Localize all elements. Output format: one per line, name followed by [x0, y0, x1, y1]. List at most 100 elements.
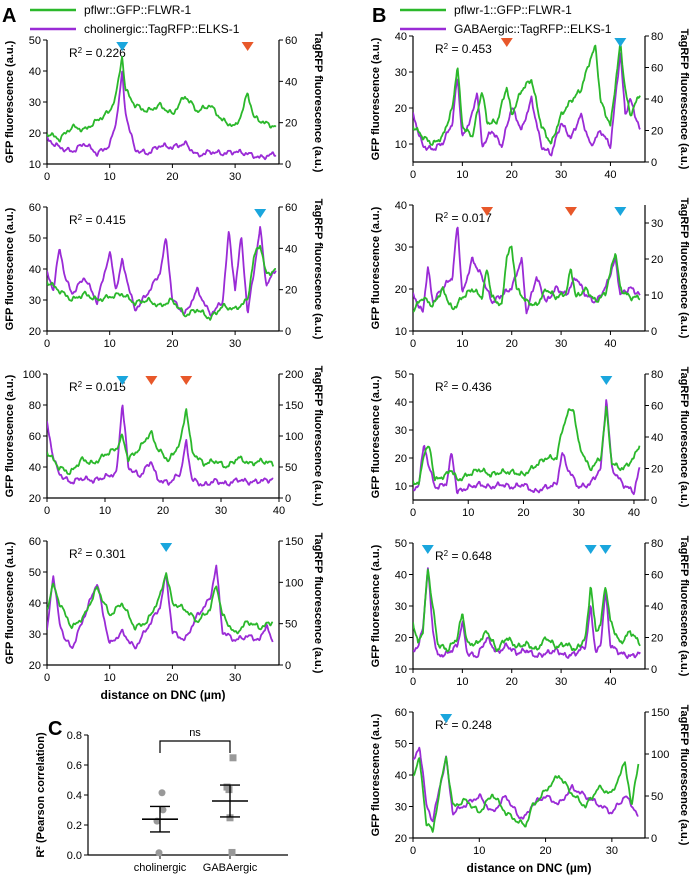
a2-x-tick-label: 30 [229, 338, 241, 350]
a3-x-tick-label: 0 [44, 505, 50, 517]
legend-b-gfp-label: pflwr-1::GFP::FLWR-1 [454, 3, 572, 17]
a1-x-tick-label: 20 [166, 171, 178, 183]
a1-yr-tick-label: 40 [285, 76, 297, 88]
a1-yl-tick-label: 30 [29, 97, 41, 109]
a2-x-tick-label: 10 [104, 338, 116, 350]
b2-yl-tick-label: 30 [395, 242, 407, 254]
a2-ylabel-right: TagRFP fluorescence (a.u.) [312, 199, 324, 340]
a3-yl-tick-label: 100 [23, 369, 41, 381]
b4-rfp-line [413, 567, 641, 660]
a4-x-tick-label: 0 [44, 672, 50, 684]
c-dot-GABAergic [225, 786, 233, 794]
b2-yl-tick-label: 10 [395, 326, 407, 338]
b5-yl-tick-label: 50 [395, 739, 407, 751]
b3-yl-tick-label: 30 [395, 425, 407, 437]
c-ylabel: R² (Pearson correlation) [35, 732, 47, 858]
c-y-tick-label: 0.2 [67, 820, 82, 832]
a2-yl-tick-label: 40 [29, 264, 41, 276]
c-x-tick-label: cholinergic [134, 862, 187, 874]
a2-ylabel-left: GFP fluorescence (a.u.) [4, 207, 16, 330]
a4-yr-tick-label: 50 [285, 619, 297, 631]
b1-x-tick-label: 30 [555, 169, 567, 181]
a2-yl-tick-label: 60 [29, 202, 41, 214]
b5-yr-tick-label: 150 [651, 707, 669, 719]
panel-label-a: A [2, 5, 16, 27]
a2-x-tick-label: 0 [44, 338, 50, 350]
b4-yr-tick-label: 80 [651, 538, 663, 550]
a1-r2-label: R2 = 0.226 [69, 46, 126, 61]
b1-x-tick-label: 10 [456, 169, 468, 181]
a2-yr-tick-label: 60 [285, 202, 297, 214]
b4-yr-tick-label: 20 [651, 633, 663, 645]
b4-marker-blue [599, 545, 612, 554]
b4-ylabel-left: GFP fluorescence (a.u.) [370, 544, 382, 667]
a3-ylabel-right: TagRFP fluorescence (a.u.) [312, 366, 324, 507]
b5-x-tick-label: 30 [606, 845, 618, 857]
b2-r2-label: R2 = 0.017 [435, 211, 492, 226]
b1-x-tick-label: 0 [410, 169, 416, 181]
a1-yr-tick-label: 20 [285, 118, 297, 130]
c-dot-GABAergic [226, 814, 234, 822]
a4-yr-tick-label: 100 [285, 577, 303, 589]
a3-yl-tick-label: 80 [29, 400, 41, 412]
b5-r2-label: R2 = 0.248 [435, 718, 492, 733]
a1-yr-tick-label: 60 [285, 35, 297, 47]
legend-b: pflwr-1::GFP::FLWR-1 GABAergic::TagRFP::… [400, 3, 612, 36]
a1-marker-blue [116, 42, 129, 51]
a2-yl-tick-label: 20 [29, 326, 41, 338]
a4-yl-tick-label: 30 [29, 629, 41, 641]
a3-yr-tick-label: 200 [285, 369, 303, 381]
b1-ylabel-left: GFP fluorescence (a.u.) [370, 37, 382, 160]
a3-gfp-line [47, 408, 275, 476]
a2-yl-tick-label: 50 [29, 233, 41, 245]
a1-gfp-line [47, 55, 277, 143]
b3-r2-label: R2 = 0.436 [435, 380, 492, 395]
b4-yl-tick-label: 20 [395, 633, 407, 645]
b4-yl-tick-label: 50 [395, 538, 407, 550]
b3-yl-tick-label: 20 [395, 453, 407, 465]
a2-yr-tick-label: 40 [285, 243, 297, 255]
legend-a-rfp-label: cholinergic::TagRFP::ELKS-1 [84, 22, 240, 36]
a3-rfp-line [47, 404, 274, 487]
c-significance-label: ns [189, 727, 201, 739]
a4-r2-label: R2 = 0.301 [69, 547, 126, 562]
a2-x-tick-label: 20 [166, 338, 178, 350]
b3-yl-tick-label: 10 [395, 481, 407, 493]
c-x-tick-label: GABAergic [203, 862, 258, 874]
a1-yl-tick-label: 10 [29, 159, 41, 171]
b4-gfp-line [413, 568, 641, 653]
a3-yl-tick-label: 40 [29, 462, 41, 474]
b3-ylabel-right: TagRFP fluorescence (a.u.) [678, 367, 690, 508]
b4-x-tick-label: 0 [410, 676, 416, 688]
c-dot-GABAergic [228, 848, 236, 856]
c-significance-bracket [159, 740, 231, 753]
a2-gfp-line [47, 244, 277, 321]
a4-marker-blue [160, 543, 173, 552]
b4-r2-label: R2 = 0.648 [435, 549, 492, 564]
a2-yr-tick-label: 20 [285, 285, 297, 297]
b3-yr-tick-label: 40 [651, 432, 663, 444]
b5-yr-tick-label: 50 [651, 791, 663, 803]
a3-yr-tick-label: 50 [285, 462, 297, 474]
a4-x-tick-label: 20 [166, 672, 178, 684]
b5-yr-tick-label: 0 [651, 833, 657, 845]
b4-yl-tick-label: 30 [395, 601, 407, 613]
b1-rfp-line [413, 52, 641, 157]
b2-x-tick-label: 20 [506, 338, 518, 350]
b5-yl-tick-label: 60 [395, 707, 407, 719]
a4-yl-tick-label: 40 [29, 598, 41, 610]
c-y-tick-label: 0.6 [67, 760, 82, 772]
a3-yl-tick-label: 60 [29, 431, 41, 443]
b1-yr-tick-label: 40 [651, 94, 663, 106]
b1-yr-tick-label: 60 [651, 63, 663, 75]
b4-yr-tick-label: 40 [651, 601, 663, 613]
a3-x-tick-label: 30 [215, 505, 227, 517]
b1-yr-tick-label: 20 [651, 126, 663, 138]
b3-x-tick-label: 0 [410, 507, 416, 519]
b2-yr-tick-label: 20 [651, 254, 663, 266]
b2-yl-tick-label: 20 [395, 284, 407, 296]
a3-x-tick-label: 40 [273, 505, 285, 517]
a3-yr-tick-label: 100 [285, 431, 303, 443]
